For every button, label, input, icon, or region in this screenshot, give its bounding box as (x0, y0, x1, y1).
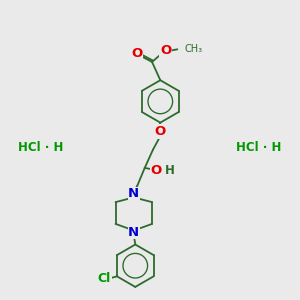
Text: O: O (160, 44, 171, 57)
Text: N: N (128, 188, 140, 200)
Text: O: O (131, 47, 142, 60)
Text: N: N (128, 226, 140, 238)
Text: HCl · H: HCl · H (18, 141, 64, 154)
Text: H: H (165, 164, 175, 177)
Text: H: H (164, 163, 174, 176)
Text: CH₃: CH₃ (184, 44, 202, 54)
Text: O: O (155, 125, 166, 138)
Text: Cl: Cl (98, 272, 111, 285)
Text: HCl · H: HCl · H (236, 141, 282, 154)
Text: O: O (150, 164, 161, 177)
